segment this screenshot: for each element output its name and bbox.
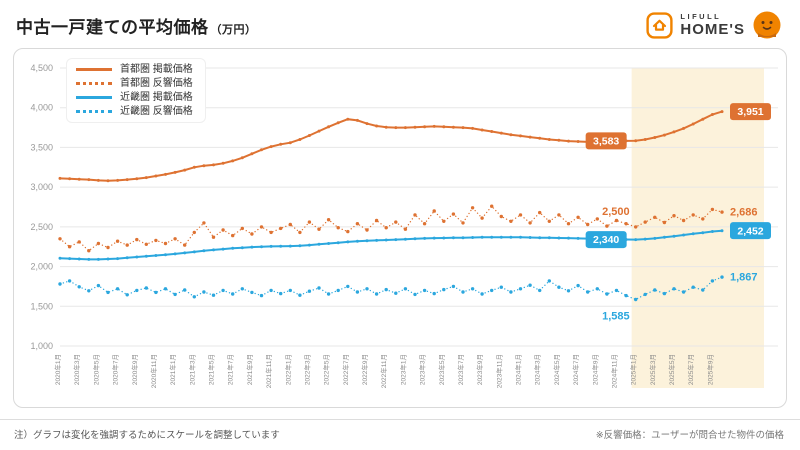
legend-item-shutoken-keisai: 首都圏 掲載価格 [76, 64, 193, 75]
svg-text:2021年5月: 2021年5月 [207, 354, 216, 385]
svg-text:1,585: 1,585 [602, 311, 630, 323]
svg-text:2,452: 2,452 [737, 225, 763, 237]
svg-text:2021年1月: 2021年1月 [168, 354, 177, 385]
svg-text:2023年3月: 2023年3月 [418, 354, 427, 385]
svg-text:2024年9月: 2024年9月 [590, 354, 599, 385]
logo-text: LIFULL HOME'S [680, 13, 745, 38]
legend-line-sample-blue-dotted [76, 110, 112, 113]
legend-line-sample-blue-solid [76, 96, 112, 99]
svg-text:2024年3月: 2024年3月 [533, 354, 542, 385]
homes-kun-mascot-icon [753, 11, 781, 39]
header: 中古一戸建ての平均価格 （万円） LIFULL HOME'S [0, 0, 800, 46]
svg-text:2023年11月: 2023年11月 [494, 354, 503, 388]
svg-text:2021年11月: 2021年11月 [264, 354, 273, 388]
legend-item-kinki-keisai: 近畿圏 掲載価格 [76, 92, 193, 103]
svg-text:2025年9月: 2025年9月 [705, 354, 714, 385]
legend-label: 近畿圏 反響価格 [120, 106, 193, 117]
svg-text:2020年5月: 2020年5月 [91, 354, 100, 385]
svg-text:2,686: 2,686 [730, 207, 758, 219]
chart-legend: 首都圏 掲載価格 首都圏 反響価格 近畿圏 掲載価格 近畿圏 反響価格 [66, 58, 206, 123]
lifull-house-icon [646, 11, 674, 39]
svg-text:2025年3月: 2025年3月 [648, 354, 657, 385]
svg-text:2020年1月: 2020年1月 [53, 354, 62, 385]
page-title: 中古一戸建ての平均価格 （万円） [16, 13, 257, 38]
svg-text:2024年5月: 2024年5月 [552, 354, 561, 385]
title-text: 中古一戸建ての平均価格 [16, 17, 209, 37]
svg-text:3,500: 3,500 [30, 142, 53, 152]
svg-text:2020年7月: 2020年7月 [111, 354, 120, 385]
svg-text:2022年7月: 2022年7月 [341, 354, 350, 385]
svg-text:2023年1月: 2023年1月 [398, 354, 407, 385]
legend-label: 近畿圏 掲載価格 [120, 92, 193, 103]
svg-text:2023年9月: 2023年9月 [475, 354, 484, 385]
svg-text:2020年9月: 2020年9月 [130, 354, 139, 385]
legend-item-shutoken-hankyo: 首都圏 反響価格 [76, 78, 193, 89]
svg-text:1,500: 1,500 [30, 301, 53, 311]
logo-brand-top: LIFULL [680, 11, 722, 21]
svg-text:2025年5月: 2025年5月 [667, 354, 676, 385]
svg-text:2022年1月: 2022年1月 [283, 354, 292, 385]
legend-label: 首都圏 反響価格 [120, 78, 193, 89]
svg-text:2023年5月: 2023年5月 [437, 354, 446, 385]
svg-text:3,000: 3,000 [30, 182, 53, 192]
legend-item-kinki-hankyo: 近畿圏 反響価格 [76, 106, 193, 117]
svg-text:2,340: 2,340 [593, 234, 619, 246]
svg-text:2021年7月: 2021年7月 [226, 354, 235, 385]
footnote-right: ※反響価格：ユーザーが問合せた物件の価格 [595, 430, 784, 441]
svg-text:2,500: 2,500 [30, 222, 53, 232]
svg-text:2024年1月: 2024年1月 [514, 354, 523, 385]
svg-text:2023年7月: 2023年7月 [456, 354, 465, 385]
svg-text:1,867: 1,867 [730, 272, 758, 284]
svg-text:2022年11月: 2022年11月 [379, 354, 388, 388]
svg-text:2020年3月: 2020年3月 [72, 354, 81, 385]
svg-text:2,500: 2,500 [602, 206, 630, 218]
logo-brand-bottom: HOME'S [680, 21, 745, 39]
svg-text:2022年9月: 2022年9月 [360, 354, 369, 385]
title-unit: （万円） [210, 23, 257, 36]
svg-text:1,000: 1,000 [30, 341, 53, 351]
svg-text:2025年1月: 2025年1月 [629, 354, 638, 385]
svg-text:2024年11月: 2024年11月 [609, 354, 618, 388]
svg-text:2022年5月: 2022年5月 [322, 354, 331, 385]
svg-text:3,951: 3,951 [737, 106, 763, 118]
chart-panel: 首都圏 掲載価格 首都圏 反響価格 近畿圏 掲載価格 近畿圏 反響価格 1,00… [13, 48, 787, 408]
svg-text:2021年3月: 2021年3月 [187, 354, 196, 385]
svg-text:2025年7月: 2025年7月 [686, 354, 695, 385]
svg-text:2024年7月: 2024年7月 [571, 354, 580, 385]
svg-text:2020年11月: 2020年11月 [149, 354, 158, 388]
svg-text:4,500: 4,500 [30, 63, 53, 73]
legend-line-sample-orange-dotted [76, 82, 112, 85]
footnote-left: 注）グラフは変化を強調するためにスケールを調整しています [14, 430, 280, 441]
svg-text:3,583: 3,583 [593, 135, 619, 147]
legend-line-sample-orange-solid [76, 68, 112, 71]
svg-text:4,000: 4,000 [30, 103, 53, 113]
svg-text:2,000: 2,000 [30, 262, 53, 272]
svg-text:2021年9月: 2021年9月 [245, 354, 254, 385]
lifull-homes-logo: LIFULL HOME'S [646, 10, 782, 40]
svg-text:2022年3月: 2022年3月 [302, 354, 311, 385]
footer: 注）グラフは変化を強調するためにスケールを調整しています ※反響価格：ユーザーが… [0, 419, 800, 450]
legend-label: 首都圏 掲載価格 [120, 64, 193, 75]
